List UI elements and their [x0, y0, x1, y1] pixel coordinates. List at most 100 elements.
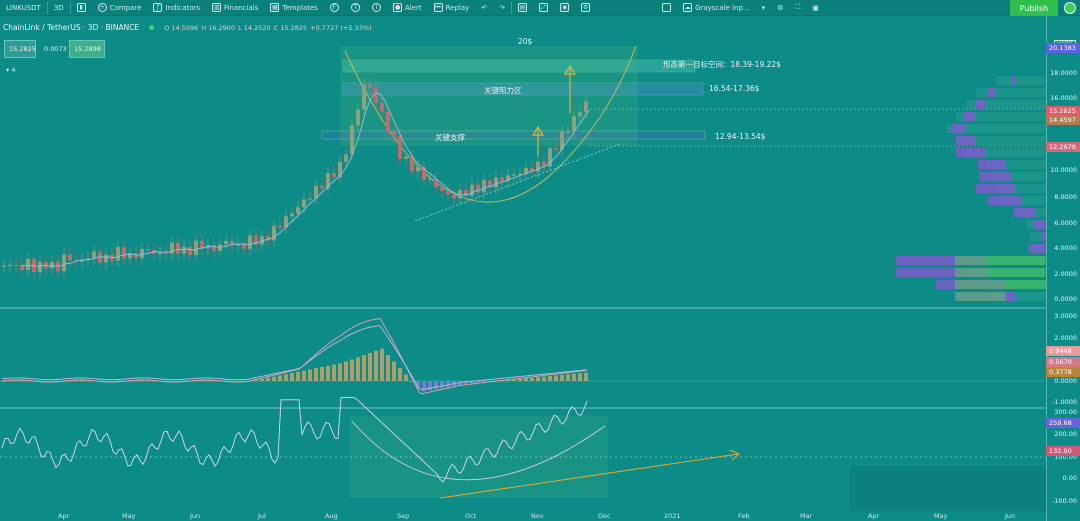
candle-body[interactable]	[50, 261, 54, 269]
chart-type-button[interactable]: ▮	[71, 0, 92, 16]
candle-body[interactable]	[80, 259, 84, 262]
candle-body[interactable]	[392, 131, 396, 137]
candle-body[interactable]	[476, 184, 480, 193]
candle-body[interactable]	[104, 254, 108, 263]
candle-body[interactable]	[314, 185, 318, 199]
candle-body[interactable]	[452, 194, 456, 199]
screen-button[interactable]: ⛶	[789, 0, 806, 16]
symbol-search[interactable]: LINKUSDT	[0, 0, 47, 16]
candle-body[interactable]	[116, 247, 120, 261]
candle-body[interactable]	[410, 156, 414, 172]
candle-body[interactable]	[398, 136, 402, 159]
candle-body[interactable]	[170, 242, 174, 254]
candle-body[interactable]	[224, 240, 228, 245]
layout-button[interactable]: ▤	[512, 0, 533, 16]
candle-body[interactable]	[500, 177, 504, 182]
buy-price-button[interactable]: 15.2898	[69, 40, 105, 58]
publish-button[interactable]: Publish	[1010, 0, 1058, 16]
macd-line[interactable]	[1, 318, 588, 395]
undo-button[interactable]: ↶	[475, 0, 493, 16]
candle-body[interactable]	[230, 240, 234, 246]
trend-line[interactable]	[414, 143, 621, 222]
candle-body[interactable]	[56, 261, 60, 272]
candle-body[interactable]	[20, 265, 24, 271]
candle-body[interactable]	[464, 190, 468, 197]
sell-price-button[interactable]: 15.2825	[4, 40, 36, 58]
candle-body[interactable]	[164, 252, 168, 254]
resistance-label[interactable]: 关键阻力区	[484, 86, 522, 95]
macd-histogram[interactable]	[2, 348, 588, 392]
candle-body[interactable]	[308, 198, 312, 200]
candle-body[interactable]	[146, 248, 150, 251]
candle-body[interactable]	[458, 190, 462, 199]
replay-button[interactable]: ⏮ Replay	[428, 0, 476, 16]
candle-body[interactable]	[194, 240, 198, 256]
candle-body[interactable]	[530, 167, 534, 172]
candle-body[interactable]	[572, 116, 576, 132]
candle-body[interactable]	[266, 236, 270, 241]
candle-body[interactable]	[470, 184, 474, 197]
candle-body[interactable]	[182, 246, 186, 254]
price-tag[interactable]: 14.4597	[1046, 115, 1080, 125]
candle-body[interactable]	[176, 242, 180, 254]
candle-body[interactable]	[302, 199, 306, 208]
candle-body[interactable]	[494, 177, 498, 188]
pattern-shaded-area[interactable]	[340, 46, 638, 146]
candle-body[interactable]	[272, 225, 276, 241]
cci-tag[interactable]: 132.90	[1046, 446, 1080, 456]
macd-tag[interactable]: 0.5670	[1046, 357, 1080, 367]
legend-collapse-toggle[interactable]: ▾ 4	[6, 66, 15, 74]
alert-button[interactable]: ⏰ Alert	[387, 0, 428, 16]
candle-body[interactable]	[140, 248, 144, 259]
candle-body[interactable]	[14, 264, 18, 266]
first-target-label[interactable]: 形态第一目标空间：18.39-19.22$	[663, 60, 781, 69]
cci-cup-curve[interactable]	[351, 420, 606, 481]
breakout-arrow[interactable]	[531, 125, 545, 156]
candle-body[interactable]	[578, 112, 582, 117]
cci-tag[interactable]: 259.68	[1046, 418, 1080, 428]
candle-body[interactable]	[278, 225, 282, 228]
price-axis[interactable]: USDT 18.000016.000012.000010.00008.00006…	[1046, 16, 1080, 521]
support-range-label[interactable]: 12.94-13.54$	[715, 132, 766, 141]
watchlist-toggle[interactable]	[656, 0, 677, 16]
support-zone[interactable]	[321, 130, 706, 140]
candle-body[interactable]	[380, 102, 384, 112]
candle-body[interactable]	[416, 166, 420, 172]
candle-body[interactable]	[422, 166, 426, 180]
candle-body[interactable]	[260, 236, 264, 245]
candle-body[interactable]	[248, 235, 252, 249]
cci-shaded-area[interactable]	[350, 416, 608, 498]
candle-body[interactable]	[122, 247, 126, 259]
macd-signal-line[interactable]	[1, 325, 588, 391]
candle-body[interactable]	[518, 173, 522, 175]
time-axis[interactable]: Apr May Jun Jul Aug Sep Oct Nov Dec 2021 Feb Mar Apr…	[0, 511, 1046, 521]
candle-body[interactable]	[134, 253, 138, 259]
price-tag[interactable]: 15.2825	[1046, 106, 1080, 116]
redo-button[interactable]: ↷	[493, 0, 511, 16]
candle-body[interactable]	[92, 251, 96, 259]
price-tag[interactable]: 20.1383	[1046, 43, 1080, 53]
f-button[interactable]: F	[324, 0, 345, 16]
candle-body[interactable]	[86, 258, 90, 260]
financials-button[interactable]: ▥ Financials	[206, 0, 264, 16]
candle-body[interactable]	[506, 175, 510, 182]
candle-body[interactable]	[566, 131, 570, 133]
indicators-button[interactable]: ƒ Indicators	[147, 0, 206, 16]
candle-body[interactable]	[242, 243, 246, 249]
candle-body[interactable]	[152, 250, 156, 255]
candle-body[interactable]	[482, 180, 486, 193]
support-label[interactable]: 关键支撑	[435, 133, 465, 142]
candle-body[interactable]	[68, 254, 72, 261]
target-label[interactable]: 20$	[518, 37, 533, 46]
compare-button[interactable]: + Compare	[92, 0, 148, 16]
candle-body[interactable]	[254, 235, 258, 245]
chart-canvas[interactable]	[0, 16, 1046, 511]
layout-menu-button[interactable]: ▾	[756, 0, 772, 16]
candle-body[interactable]	[218, 244, 222, 251]
cci-trend-arrow[interactable]	[439, 449, 740, 499]
candle-body[interactable]	[440, 187, 444, 192]
snapshot-button[interactable]: ◉	[554, 0, 575, 16]
candle-body[interactable]	[386, 111, 390, 132]
candle-body[interactable]	[404, 156, 408, 159]
camera2-button[interactable]: ▣	[806, 0, 825, 16]
